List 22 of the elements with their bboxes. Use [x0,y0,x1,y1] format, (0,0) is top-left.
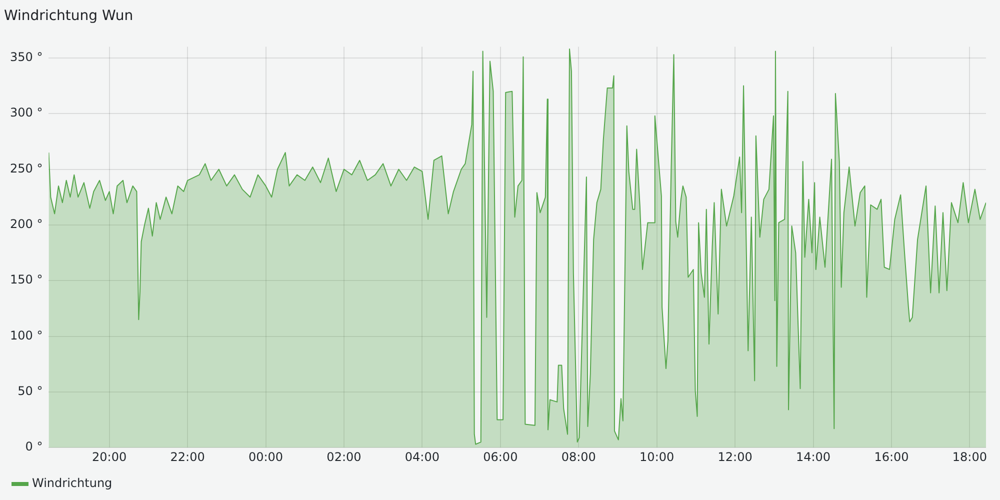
x-tick-label: 04:00 [404,450,440,464]
x-tick-label: 12:00 [718,450,752,464]
y-tick-label: 350 ° [10,50,43,64]
x-tick-label: 10:00 [640,450,674,464]
x-tick-label: 02:00 [326,450,362,464]
y-tick-label: 0 ° [25,440,43,454]
y-tick-label: 200 ° [10,217,43,232]
y-tick-label: 50 ° [18,384,43,398]
y-tick-label: 150 ° [10,272,43,287]
x-tick-label: 06:00 [483,450,518,464]
x-tick-label: 22:00 [170,450,205,464]
y-tick-label: 300 ° [10,106,43,120]
x-tick-label: 18:00 [952,450,987,464]
y-tick-label: 250 ° [10,161,43,176]
x-tick-label: 20:00 [92,450,127,464]
x-tick-label: 00:00 [248,450,284,464]
x-tick-label: 14:00 [796,450,831,464]
chart-title: Windrichtung Wun [4,8,134,24]
legend-label: Windrichtung [32,476,112,490]
x-tick-label: 16:00 [874,450,909,464]
x-tick-label: 08:00 [561,450,596,464]
y-tick-label: 100 ° [10,328,43,342]
